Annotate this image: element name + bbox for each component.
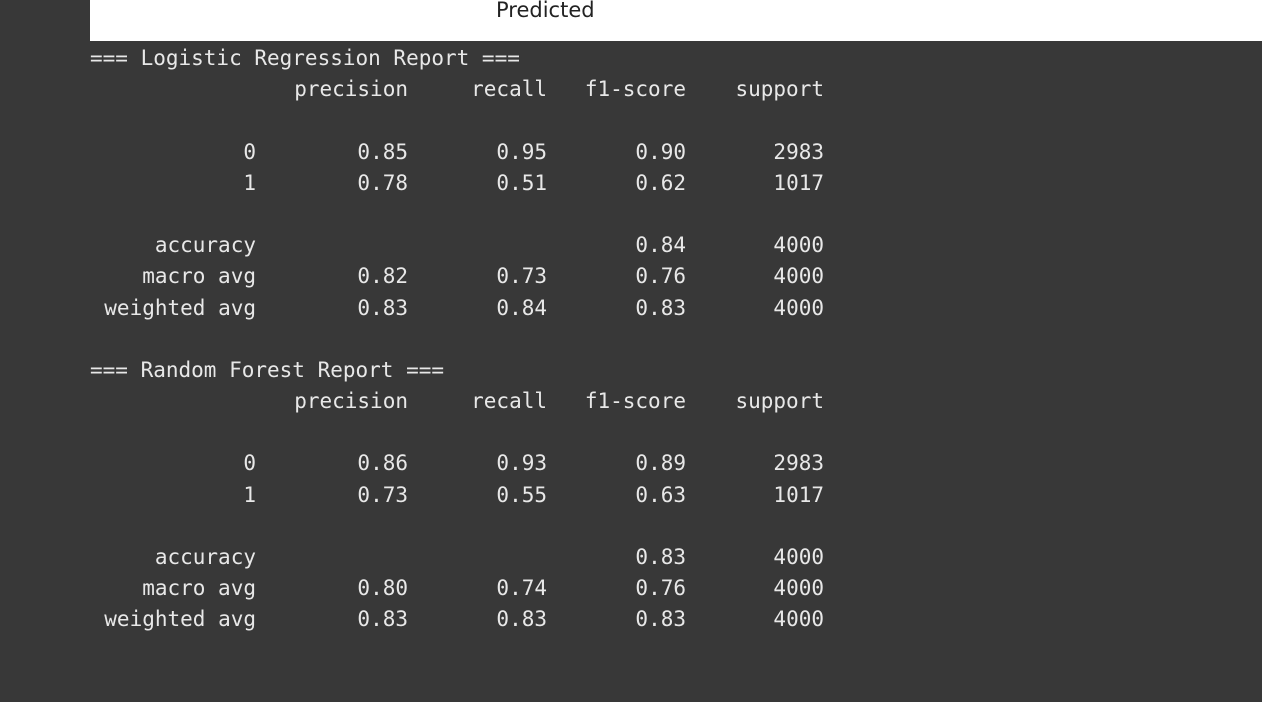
support-value: 4000 (773, 607, 824, 632)
report-title: === Random Forest Report === (90, 357, 445, 382)
f1-value: 0.83 (635, 295, 686, 320)
accuracy-label: accuracy (154, 545, 256, 569)
recall-value: 0.83 (496, 607, 547, 632)
f1-value: 0.90 (635, 139, 686, 164)
class-label: 0 (243, 139, 256, 164)
header-f1-score: f1-score (584, 389, 686, 414)
precision-value: 0.73 (357, 482, 408, 507)
recall-value: 0.84 (496, 295, 547, 320)
support-value: 4000 (773, 295, 824, 320)
weighted-avg-row: weighted avg 0.83 0.83 0.83 4000 (90, 604, 1250, 635)
support-value: 4000 (773, 576, 824, 601)
class-label: 0 (243, 451, 256, 476)
class-row: 0 0.86 0.93 0.89 2983 (90, 448, 1250, 479)
header-support: support (735, 389, 824, 414)
precision-value: 0.86 (357, 451, 408, 476)
f1-value: 0.63 (635, 482, 686, 507)
header-recall: recall (471, 77, 547, 102)
header-precision: precision (294, 77, 408, 102)
header-support: support (735, 77, 824, 102)
header-f1-score: f1-score (584, 77, 686, 102)
support-value: 4000 (773, 233, 824, 258)
macro-avg-row: macro avg 0.82 0.73 0.76 4000 (90, 261, 1250, 292)
accuracy-row: accuracy 0.84 4000 (90, 230, 1250, 261)
recall-value: 0.51 (496, 170, 547, 195)
precision-value: 0.80 (357, 576, 408, 601)
support-value: 2983 (773, 139, 824, 164)
class-row: 0 0.85 0.95 0.90 2983 (90, 137, 1250, 168)
recall-value: 0.55 (496, 482, 547, 507)
support-value: 1017 (773, 170, 824, 195)
precision-value: 0.82 (357, 264, 408, 289)
support-value: 4000 (773, 545, 824, 569)
class-label: 1 (243, 482, 256, 507)
plot-image-bottom: Predicted (90, 0, 1262, 41)
recall-value: 0.73 (496, 264, 547, 289)
cell-output-text: === Logistic Regression Report === preci… (90, 43, 1250, 636)
support-value: 1017 (773, 482, 824, 507)
f1-value: 0.84 (635, 233, 686, 258)
blank-line (90, 324, 1250, 355)
precision-value: 0.83 (357, 607, 408, 632)
f1-value: 0.83 (635, 545, 686, 569)
accuracy-label: accuracy (154, 233, 256, 258)
recall-value: 0.74 (496, 576, 547, 601)
accuracy-row: accuracy 0.83 4000 (90, 542, 1250, 573)
recall-value: 0.93 (496, 451, 547, 476)
plot-x-axis-label: Predicted (496, 0, 595, 22)
weighted-avg-label: weighted avg (104, 607, 256, 632)
blank-line (90, 511, 1250, 542)
f1-value: 0.62 (635, 170, 686, 195)
f1-value: 0.83 (635, 607, 686, 632)
macro-avg-label: macro avg (142, 264, 256, 289)
report-header-row: precision recall f1-score support (90, 386, 1250, 417)
f1-value: 0.76 (635, 576, 686, 601)
f1-value: 0.76 (635, 264, 686, 289)
report-random-forest: === Random Forest Report === precision r… (90, 355, 1250, 636)
macro-avg-row: macro avg 0.80 0.74 0.76 4000 (90, 573, 1250, 604)
blank-line (90, 417, 1250, 448)
precision-value: 0.83 (357, 295, 408, 320)
header-precision: precision (294, 389, 408, 414)
report-title: === Logistic Regression Report === (90, 46, 520, 70)
macro-avg-label: macro avg (142, 576, 256, 601)
class-label: 1 (243, 170, 256, 195)
support-value: 4000 (773, 264, 824, 289)
f1-value: 0.89 (635, 451, 686, 476)
recall-value: 0.95 (496, 139, 547, 164)
report-logistic-regression: === Logistic Regression Report === preci… (90, 43, 1250, 324)
blank-line (90, 199, 1250, 230)
report-header-row: precision recall f1-score support (90, 74, 1250, 105)
weighted-avg-row: weighted avg 0.83 0.84 0.83 4000 (90, 293, 1250, 324)
weighted-avg-label: weighted avg (104, 295, 256, 320)
precision-value: 0.78 (357, 170, 408, 195)
support-value: 2983 (773, 451, 824, 476)
class-row: 1 0.78 0.51 0.62 1017 (90, 168, 1250, 199)
blank-line (90, 105, 1250, 136)
precision-value: 0.85 (357, 139, 408, 164)
class-row: 1 0.73 0.55 0.63 1017 (90, 480, 1250, 511)
header-recall: recall (471, 389, 547, 414)
